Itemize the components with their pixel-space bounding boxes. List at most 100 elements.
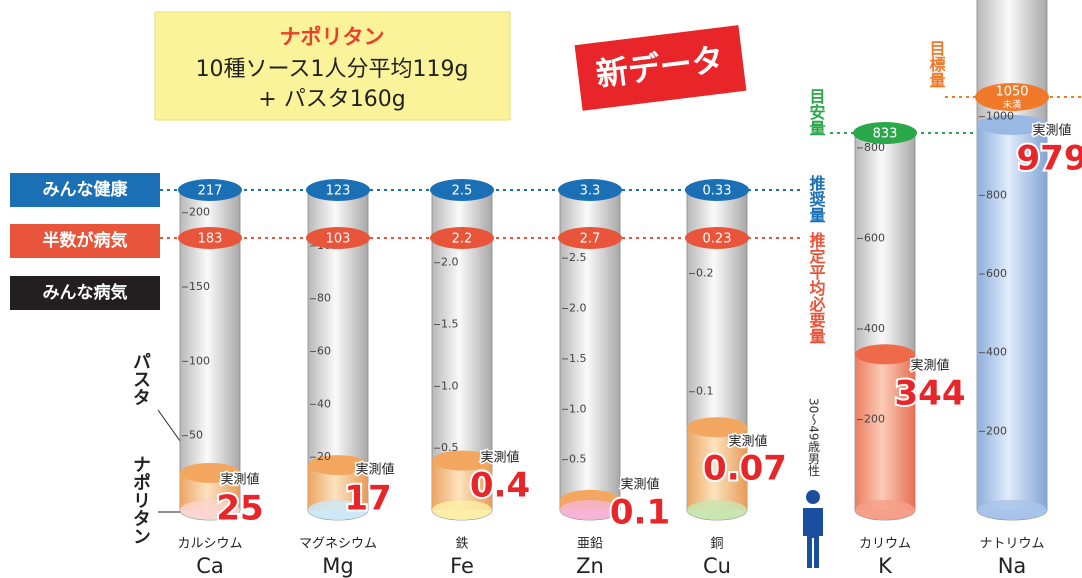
legend-box bbox=[10, 173, 160, 207]
measured-label: 実測値 bbox=[355, 462, 394, 478]
rda-value: 123 bbox=[326, 184, 351, 199]
side-label: パスタ bbox=[130, 352, 151, 406]
tick-label: 200 bbox=[864, 412, 885, 425]
column-symbol: Cu bbox=[703, 554, 731, 578]
tick-label: 1.0 bbox=[441, 379, 459, 392]
ear-level bbox=[685, 227, 749, 249]
measured-label: 実測値 bbox=[728, 434, 767, 450]
tick-label: 20 bbox=[317, 450, 331, 463]
badge-box bbox=[574, 25, 747, 111]
column-name: カリウム bbox=[859, 537, 911, 552]
legend-label: 半数が病気 bbox=[43, 230, 128, 251]
cylinder-base-fill bbox=[308, 500, 368, 520]
dg-label: 目標量 bbox=[927, 40, 946, 88]
ai-level bbox=[853, 122, 917, 144]
header-line: + パスタ160g bbox=[258, 87, 405, 112]
tick-label: 1.0 bbox=[569, 402, 587, 415]
tick-label: 600 bbox=[986, 267, 1007, 280]
legend-box bbox=[10, 224, 160, 258]
person bbox=[803, 490, 823, 568]
column-name: カルシウム bbox=[177, 537, 242, 552]
rda-value: 0.33 bbox=[703, 184, 732, 199]
ear-level bbox=[306, 227, 370, 249]
ai-value: 833 bbox=[873, 127, 898, 142]
tick-label: 60 bbox=[317, 345, 331, 358]
ear-level bbox=[558, 227, 622, 249]
measured-fill bbox=[977, 124, 1047, 510]
column-name: マグネシウム bbox=[299, 537, 377, 552]
tick-label: 200 bbox=[986, 424, 1007, 437]
measured-fill-top bbox=[687, 417, 747, 438]
cylinder-base-fill bbox=[855, 500, 915, 520]
measured-fill-top bbox=[855, 344, 915, 365]
measured-label: 実測値 bbox=[220, 472, 259, 488]
ai-label: 目安量 bbox=[807, 88, 826, 136]
cylinder-base-fill bbox=[977, 500, 1047, 520]
dg-level bbox=[975, 83, 1049, 111]
measured-fill bbox=[687, 427, 747, 510]
rda-value: 217 bbox=[198, 184, 223, 199]
rda-level bbox=[685, 179, 749, 201]
tick-label: 1.5 bbox=[569, 352, 587, 365]
tick-label: 1.5 bbox=[441, 318, 459, 331]
column-name: ナトリウム bbox=[979, 537, 1044, 552]
person-head bbox=[806, 490, 820, 504]
cylinder-base-fill bbox=[432, 500, 492, 520]
legend-label: みんな病気 bbox=[43, 282, 128, 303]
tick-label: 100 bbox=[189, 354, 210, 367]
person-label: 30〜49歳男性 bbox=[807, 398, 821, 477]
dg-value: 1050 bbox=[995, 85, 1028, 100]
header-box bbox=[154, 11, 511, 121]
header-title: ナポリタン bbox=[280, 25, 385, 49]
tick-label: 50 bbox=[189, 429, 203, 442]
ear-level bbox=[178, 227, 242, 249]
measured-value: 344 bbox=[895, 374, 966, 414]
tick-label: 800 bbox=[986, 188, 1007, 201]
column: 10080604020123103実測値17マグネシウムMg bbox=[299, 179, 396, 578]
column-symbol: Mg bbox=[322, 554, 353, 578]
ear-value: 103 bbox=[326, 232, 351, 247]
measured-label: 実測値 bbox=[480, 450, 519, 466]
cylinder-base-fill bbox=[180, 500, 240, 520]
measured-label: 実測値 bbox=[620, 477, 659, 493]
cylinder-base-fill bbox=[560, 500, 620, 520]
column-name: 銅 bbox=[710, 537, 723, 552]
tick-label: 0.1 bbox=[696, 385, 714, 398]
rda-value: 2.5 bbox=[452, 184, 473, 199]
ear-value: 0.23 bbox=[703, 232, 732, 247]
side-label: ナポリタン bbox=[130, 455, 151, 545]
header-line: 10種ソース1人分平均119g bbox=[196, 57, 469, 82]
cylinder-base-fill bbox=[687, 500, 747, 520]
tick-label: 400 bbox=[986, 346, 1007, 359]
column-name: 亜鉛 bbox=[577, 537, 603, 552]
ear-label: 推定平均必要量 bbox=[807, 231, 827, 344]
ear-level bbox=[430, 227, 494, 249]
column-symbol: Na bbox=[998, 554, 1027, 578]
tick-label: 2.0 bbox=[569, 302, 587, 315]
measured-fill bbox=[855, 354, 915, 510]
measured-value: 25 bbox=[216, 489, 263, 529]
column-symbol: K bbox=[878, 554, 893, 578]
tick-label: 400 bbox=[864, 322, 885, 335]
measured-value: 17 bbox=[344, 479, 391, 519]
ear-value: 183 bbox=[198, 232, 223, 247]
column-symbol: Zn bbox=[576, 554, 604, 578]
rda-level bbox=[558, 179, 622, 201]
tick-label: 2.0 bbox=[441, 256, 459, 269]
tick-label: 800 bbox=[864, 141, 885, 154]
ear-value: 2.2 bbox=[452, 232, 473, 247]
legend-label: みんな健康 bbox=[43, 179, 129, 200]
tick-label: 1000 bbox=[986, 110, 1014, 123]
tick-label: 0.5 bbox=[441, 441, 459, 454]
tick-label: 40 bbox=[317, 397, 331, 410]
tick-label: 80 bbox=[317, 292, 331, 305]
